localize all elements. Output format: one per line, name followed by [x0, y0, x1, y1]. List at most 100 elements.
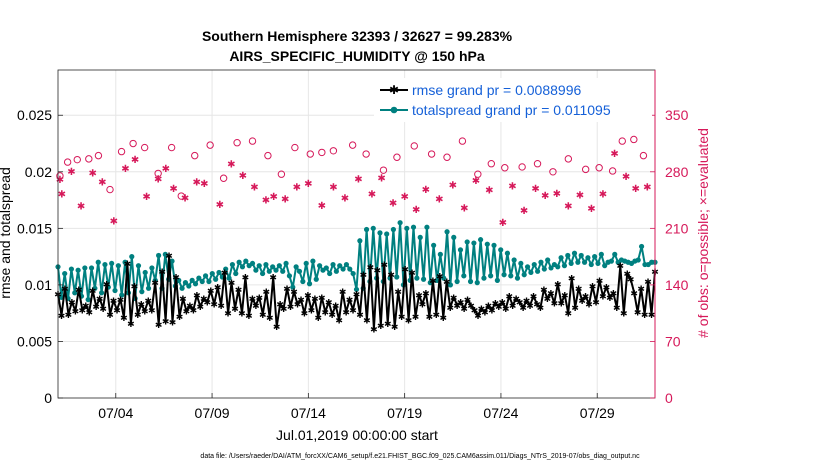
rmse-point: ✱ — [554, 279, 562, 289]
totalspread-point — [286, 273, 293, 279]
obs-evaluated-marker: ✱ — [587, 204, 595, 215]
rmse-point: ✱ — [68, 297, 76, 307]
x-axis-label: Jul.01,2019 00:00:00 start — [276, 427, 438, 443]
totalspread-point — [548, 265, 554, 271]
obs-possible-marker — [318, 148, 326, 157]
totalspread-point — [390, 226, 396, 233]
rmse-point: ✱ — [589, 282, 597, 292]
totalspread-point — [454, 278, 460, 285]
totalspread-point — [350, 270, 356, 277]
totalspread-point — [511, 257, 517, 263]
rmse-point: ✱ — [224, 309, 232, 319]
rmse-point: ✱ — [82, 301, 90, 311]
totalspread-point — [638, 243, 645, 250]
rmse-point: ✱ — [512, 294, 520, 304]
totalspread-point — [192, 281, 199, 287]
obs-evaluated-marker: ✱ — [142, 192, 150, 203]
obs-evaluated-marker: ✱ — [58, 190, 66, 201]
rmse-point: ✱ — [99, 304, 107, 314]
obs-possible-marker — [501, 164, 509, 172]
obs-possible-marker — [630, 135, 638, 144]
obs-evaluated-marker: ✱ — [192, 177, 200, 188]
totalspread-point — [186, 283, 192, 289]
totalspread-point — [176, 277, 182, 283]
rmse-point: ✱ — [318, 293, 326, 303]
rmse-point: ✱ — [273, 322, 281, 332]
obs-evaluated-marker: ✱ — [643, 182, 651, 193]
totalspread-point — [88, 265, 95, 271]
totalspread-point — [122, 259, 128, 265]
totalspread-point — [404, 225, 410, 231]
obs-evaluated-marker: ✱ — [632, 184, 640, 195]
totalspread-point — [410, 224, 417, 230]
rmse-point: ✱ — [387, 270, 395, 280]
totalspread-point — [420, 276, 427, 282]
obs-possible-marker — [63, 158, 72, 166]
series-line-rmse — [57, 254, 656, 330]
totalspread-point — [313, 276, 319, 282]
totalspread-point — [145, 285, 152, 291]
obs-possible-marker — [362, 150, 370, 158]
totalspread-point — [340, 266, 346, 272]
legend-spread-label: totalspread grand pr = 0.011095 — [412, 102, 611, 118]
rmse-point: ✱ — [203, 297, 211, 307]
totalspread-point — [477, 237, 484, 243]
totalspread-point — [72, 290, 78, 296]
obs-possible-marker — [73, 155, 81, 164]
totalspread-point — [226, 275, 232, 281]
rmse-point: ✱ — [530, 292, 538, 302]
rmse-point: ✱ — [363, 315, 371, 325]
totalspread-point — [112, 287, 118, 294]
rmse-point: ✱ — [537, 303, 545, 313]
totalspread-point — [253, 267, 259, 273]
rmse-point: ✱ — [453, 301, 461, 311]
totalspread-point — [310, 258, 316, 264]
axis-ticks: 07/04 07/09 07/14 07/19 07/24 07/29 0 0.005 0.01… — [17, 107, 689, 421]
rmse-point: ✱ — [193, 291, 201, 301]
obs-possible-marker — [191, 151, 199, 160]
totalspread-point — [142, 269, 148, 276]
totalspread-point — [363, 226, 370, 233]
rmse-point: ✱ — [599, 292, 607, 302]
y-right-tick-label: 70 — [665, 333, 681, 349]
rmse-point: ✱ — [585, 300, 593, 310]
obs-possible-marker — [533, 160, 542, 168]
rmse-point: ✱ — [162, 317, 170, 327]
rmse-point: ✱ — [568, 274, 576, 284]
rmse-point: ✱ — [561, 291, 569, 301]
rmse-point: ✱ — [217, 301, 225, 311]
grid-lines — [58, 70, 655, 398]
obs-possible-marker — [291, 143, 299, 152]
totalspread-point — [414, 275, 420, 281]
rmse-point: ✱ — [408, 268, 416, 278]
totalspread-point — [290, 284, 296, 290]
totalspread-point — [99, 290, 105, 296]
rmse-point: ✱ — [637, 284, 645, 294]
rmse-point: ✱ — [58, 311, 66, 321]
rmse-point: ✱ — [72, 306, 80, 316]
rmse-point: ✱ — [606, 293, 614, 303]
totalspread-point — [102, 261, 108, 268]
rmse-point: ✱ — [297, 295, 305, 305]
rmse-point: ✱ — [252, 301, 260, 311]
totalspread-point — [229, 261, 236, 268]
rmse-point: ✱ — [245, 311, 253, 321]
totalspread-point — [259, 270, 266, 277]
totalspread-point — [602, 263, 608, 269]
totalspread-point — [568, 260, 574, 267]
rmse-point: ✱ — [342, 308, 350, 318]
y-tick-label: 0.02 — [25, 164, 52, 180]
rmse-point: ✱ — [547, 288, 555, 298]
obs-evaluated-marker: ✱ — [110, 216, 118, 227]
obs-evaluated-marker: ✱ — [541, 191, 549, 202]
rmse-point: ✱ — [349, 305, 357, 315]
totalspread-point — [521, 272, 527, 278]
obs-possible-marker — [458, 137, 467, 145]
totalspread-point — [330, 261, 336, 268]
rmse-point: ✱ — [575, 284, 583, 294]
rmse-point: ✱ — [415, 291, 423, 301]
rmse-point: ✱ — [321, 308, 329, 318]
obs-evaluated-marker: ✱ — [449, 181, 457, 192]
obs-evaluated-marker: ✱ — [485, 186, 493, 197]
totalspread-point — [504, 250, 511, 256]
